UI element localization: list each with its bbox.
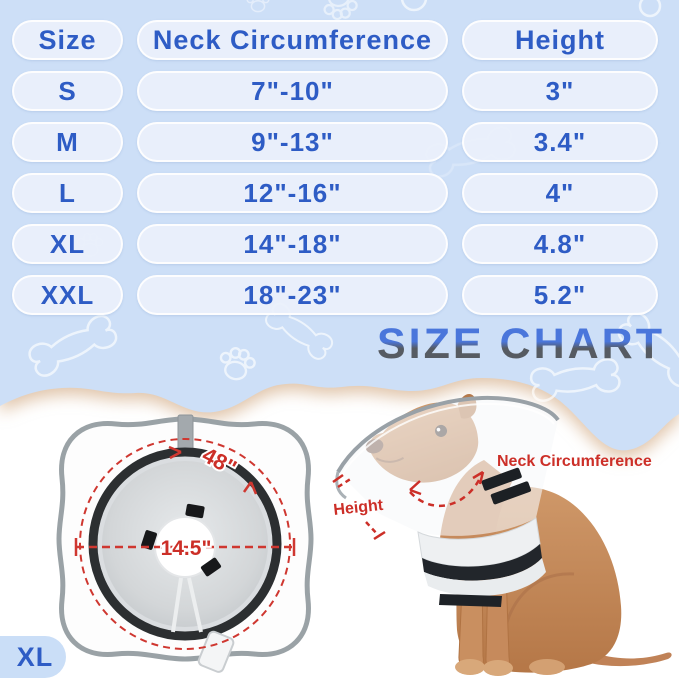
cell-neck-l: 12"-16" — [137, 173, 448, 213]
cone-lower-strap — [439, 594, 502, 607]
cell-size-l: L — [12, 173, 123, 213]
paw-icon — [246, 0, 270, 13]
cell-height-xl: 4.8" — [462, 224, 658, 264]
cone-velcro-tab — [481, 467, 522, 491]
height-tick — [337, 476, 353, 489]
cone-black-band — [422, 544, 542, 581]
height-label: Height — [333, 497, 385, 519]
circumference-guide-circle — [79, 438, 291, 650]
bone-icon — [28, 314, 118, 377]
bone-icon — [529, 357, 621, 402]
bone-icon — [617, 311, 679, 388]
cell-size-s: S — [12, 71, 123, 111]
dog-rear-paw — [529, 659, 565, 675]
size-table: Size Neck Circumference Height S 7"-10" … — [12, 20, 658, 315]
bubble-decoration — [638, 0, 662, 18]
collar-tab — [200, 557, 222, 577]
height-tick — [373, 530, 386, 541]
cone-velcro-tab — [490, 481, 531, 505]
collar-tab — [185, 503, 205, 519]
cell-height-xxl: 5.2" — [462, 275, 658, 315]
paw-icon — [219, 347, 256, 381]
header-cell-size: Size — [12, 20, 123, 60]
arrow-icon — [472, 470, 485, 485]
inner-diameter-label: 14.5" — [161, 537, 212, 560]
neck-circumference-label: Neck Circumference — [497, 453, 652, 470]
arrow-icon — [168, 445, 182, 460]
diameter-tick — [74, 538, 296, 556]
collar-seam — [171, 577, 183, 633]
header-cell-height: Height — [462, 20, 658, 60]
cell-neck-s: 7"-10" — [137, 71, 448, 111]
height-tick — [332, 473, 344, 484]
cell-size-xxl: XXL — [12, 275, 123, 315]
cell-neck-xxl: 18"-23" — [137, 275, 448, 315]
cell-neck-m: 9"-13" — [137, 122, 448, 162]
cell-height-m: 3.4" — [462, 122, 658, 162]
collar-seam — [187, 577, 203, 633]
arrow-icon — [409, 480, 422, 496]
paw-icon — [323, 0, 358, 21]
size-chart-title: SIZE CHART — [377, 320, 665, 368]
cell-neck-xl: 14"-18" — [137, 224, 448, 264]
cell-size-m: M — [12, 122, 123, 162]
collar-tab — [141, 530, 157, 550]
size-badge-xl: XL — [0, 636, 66, 678]
dog-paw — [483, 660, 513, 676]
cone-skirt — [424, 558, 546, 597]
header-cell-neck: Neck Circumference — [137, 20, 448, 60]
dog-wearing-cone-photo: Neck Circumference Height — [332, 394, 672, 676]
collar-top-view-diagram: 48" 14.5" — [56, 414, 314, 673]
neck-circumference-arc — [409, 473, 484, 508]
cone-left-edge — [335, 471, 347, 500]
bubble-decoration — [400, 0, 428, 12]
dog-paw — [455, 659, 485, 675]
cone-rim — [336, 395, 560, 473]
cell-size-xl: XL — [12, 224, 123, 264]
cell-height-l: 4" — [462, 173, 658, 213]
arrow-icon — [242, 481, 258, 495]
cone-rim-inner — [340, 402, 555, 477]
cell-height-s: 3" — [462, 71, 658, 111]
height-tick — [365, 521, 380, 537]
